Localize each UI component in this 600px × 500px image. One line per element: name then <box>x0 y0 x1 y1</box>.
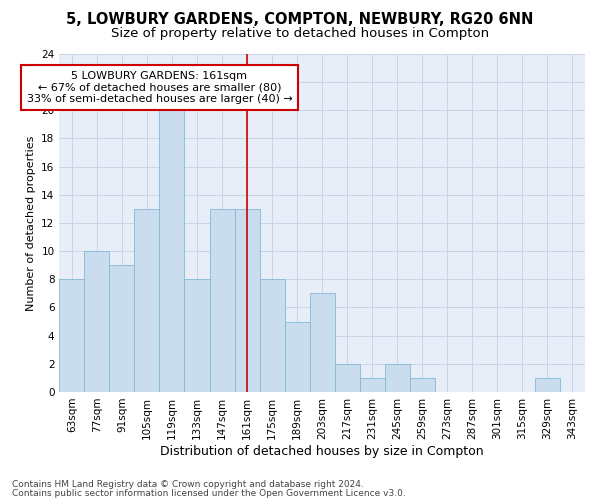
Bar <box>235 209 260 392</box>
Bar <box>410 378 435 392</box>
Text: Size of property relative to detached houses in Compton: Size of property relative to detached ho… <box>111 28 489 40</box>
Bar <box>284 322 310 392</box>
Bar <box>160 110 184 392</box>
Bar <box>310 294 335 392</box>
Bar <box>109 265 134 392</box>
Bar <box>184 280 209 392</box>
Bar <box>385 364 410 392</box>
Text: Contains HM Land Registry data © Crown copyright and database right 2024.: Contains HM Land Registry data © Crown c… <box>12 480 364 489</box>
Text: Contains public sector information licensed under the Open Government Licence v3: Contains public sector information licen… <box>12 488 406 498</box>
X-axis label: Distribution of detached houses by size in Compton: Distribution of detached houses by size … <box>160 444 484 458</box>
Bar <box>209 209 235 392</box>
Bar <box>134 209 160 392</box>
Y-axis label: Number of detached properties: Number of detached properties <box>26 136 35 310</box>
Bar <box>59 280 85 392</box>
Text: 5, LOWBURY GARDENS, COMPTON, NEWBURY, RG20 6NN: 5, LOWBURY GARDENS, COMPTON, NEWBURY, RG… <box>67 12 533 28</box>
Bar <box>260 280 284 392</box>
Bar <box>535 378 560 392</box>
Bar <box>335 364 360 392</box>
Bar <box>85 251 109 392</box>
Text: 5 LOWBURY GARDENS: 161sqm
← 67% of detached houses are smaller (80)
33% of semi-: 5 LOWBURY GARDENS: 161sqm ← 67% of detac… <box>26 71 292 104</box>
Bar <box>360 378 385 392</box>
